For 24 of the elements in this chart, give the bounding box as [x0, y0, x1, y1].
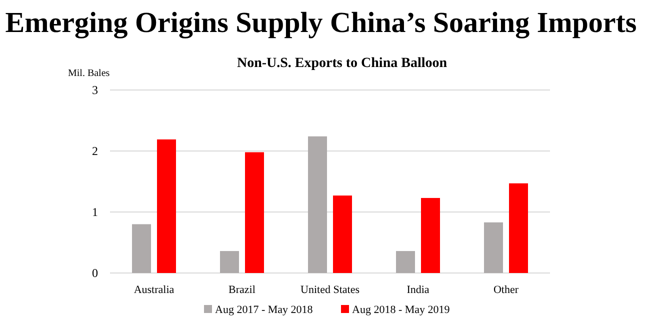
bar [245, 152, 264, 273]
chart-subtitle: Non-U.S. Exports to China Balloon [236, 56, 448, 71]
x-tick-label: India [406, 284, 430, 296]
x-tick-label: Other [493, 284, 519, 296]
chart-title: Emerging Origins Supply China’s Soaring Imports [5, 7, 637, 39]
bar [509, 183, 528, 273]
x-tick-label: Brazil [228, 284, 256, 296]
x-tick-label: United States [300, 284, 360, 296]
bar [132, 224, 151, 273]
y-tick-label: 1 [92, 205, 98, 220]
x-tick-label: Australia [134, 284, 174, 296]
legend-label: Aug 2017 - May 2018 [215, 304, 314, 316]
bar [333, 196, 352, 273]
bar [308, 136, 327, 273]
legend-label: Aug 2018 - May 2019 [352, 304, 450, 316]
bar [157, 139, 176, 273]
y-tick-label: 3 [92, 83, 98, 98]
bar [220, 251, 239, 273]
y-tick-label: 2 [92, 144, 98, 158]
y-tick-label: 0 [92, 266, 98, 280]
y-axis-title: Mil. Bales [68, 68, 110, 79]
bar [396, 251, 415, 273]
bar [421, 198, 440, 273]
bar [484, 222, 503, 273]
